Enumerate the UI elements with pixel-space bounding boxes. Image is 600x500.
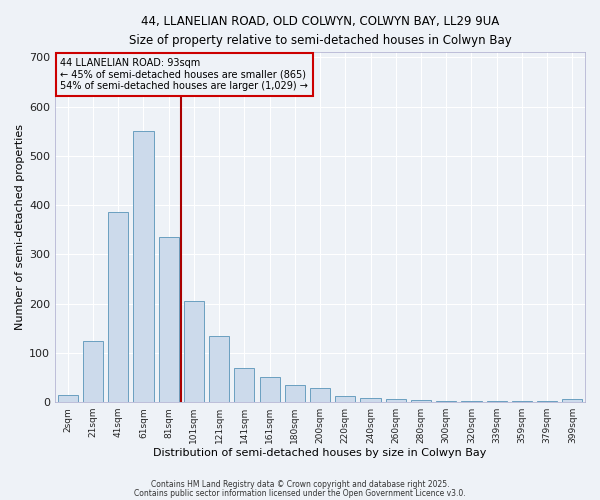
Bar	[310, 388, 330, 402]
Bar	[562, 399, 583, 402]
Bar	[133, 131, 154, 402]
Y-axis label: Number of semi-detached properties: Number of semi-detached properties	[15, 124, 25, 330]
Bar	[411, 400, 431, 402]
X-axis label: Distribution of semi-detached houses by size in Colwyn Bay: Distribution of semi-detached houses by …	[154, 448, 487, 458]
Text: 44 LLANELIAN ROAD: 93sqm
← 45% of semi-detached houses are smaller (865)
54% of : 44 LLANELIAN ROAD: 93sqm ← 45% of semi-d…	[61, 58, 308, 91]
Bar	[184, 301, 204, 402]
Bar	[209, 336, 229, 402]
Bar	[461, 401, 482, 402]
Bar	[58, 394, 78, 402]
Text: Contains public sector information licensed under the Open Government Licence v3: Contains public sector information licen…	[134, 488, 466, 498]
Bar	[436, 401, 457, 402]
Bar	[108, 212, 128, 402]
Bar	[285, 385, 305, 402]
Text: Contains HM Land Registry data © Crown copyright and database right 2025.: Contains HM Land Registry data © Crown c…	[151, 480, 449, 489]
Title: 44, LLANELIAN ROAD, OLD COLWYN, COLWYN BAY, LL29 9UA
Size of property relative t: 44, LLANELIAN ROAD, OLD COLWYN, COLWYN B…	[129, 15, 511, 47]
Bar	[512, 401, 532, 402]
Bar	[386, 398, 406, 402]
Bar	[234, 368, 254, 402]
Bar	[83, 340, 103, 402]
Bar	[361, 398, 380, 402]
Bar	[537, 401, 557, 402]
Bar	[335, 396, 355, 402]
Bar	[487, 401, 507, 402]
Bar	[260, 378, 280, 402]
Bar	[158, 237, 179, 402]
